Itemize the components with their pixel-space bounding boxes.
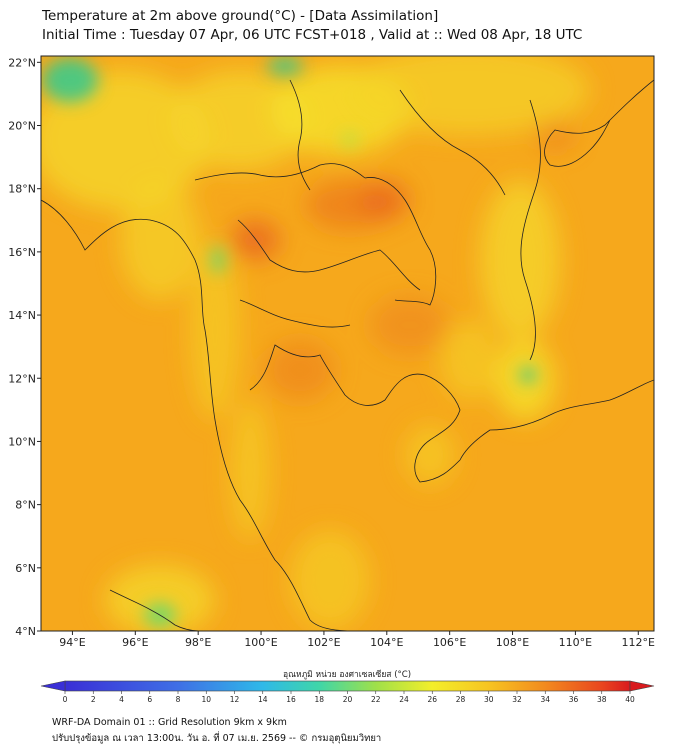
colorbar-tick-label: 18 — [314, 695, 324, 704]
colorbar-tick-label: 40 — [625, 695, 635, 704]
lat-tick-label: 6°N — [15, 562, 36, 575]
lon-tick-label: 112°E — [622, 636, 655, 649]
lat-tick-label: 18°N — [8, 183, 36, 196]
footer-model-info: WRF-DA Domain 01 :: Grid Resolution 9km … — [52, 717, 287, 728]
colorbar-tick-label: 10 — [201, 695, 211, 704]
colorbar-tick-label: 28 — [456, 695, 466, 704]
map-subtitle: Initial Time : Tuesday 07 Apr, 06 UTC FC… — [42, 27, 583, 43]
lon-tick-label: 96°E — [122, 636, 148, 649]
colorbar-tick-label: 12 — [230, 695, 240, 704]
lat-tick-label: 10°N — [8, 435, 36, 448]
colorbar-tick-label: 16 — [286, 695, 296, 704]
longitude-ticks: 94°E 96°E 98°E 100°E 102°E 104°E 106°E 108°E 110… — [59, 631, 655, 649]
lat-tick-label: 4°N — [15, 625, 36, 638]
colorbar-tick-label: 30 — [484, 695, 494, 704]
colorbar-tick-label: 4 — [119, 695, 124, 704]
lon-tick-label: 94°E — [59, 636, 85, 649]
colorbar-tick-label: 22 — [371, 695, 381, 704]
colorbar-tick-label: 32 — [512, 695, 522, 704]
lat-tick-label: 22°N — [8, 56, 36, 69]
lat-tick-label: 14°N — [8, 309, 36, 322]
colorbar-label: อุณหภูมิ หน่วย องศาเซลเซียส (°C) — [283, 669, 411, 680]
lat-tick-label: 20°N — [8, 120, 36, 133]
latitude-ticks: 22°N 20°N 18°N 16°N 14°N 12°N 10°N 8°N 6°N 4°N — [8, 56, 41, 638]
lon-tick-label: 100°E — [244, 636, 277, 649]
lon-tick-label: 108°E — [496, 636, 529, 649]
colorbar-tick-label: 0 — [63, 695, 68, 704]
colorbar-tick-label: 6 — [147, 695, 152, 704]
colorbar: 0 2 4 6 8 10 12 14 16 18 20 22 24 26 28 30 32 34 36 38 40 — [40, 680, 655, 704]
footer-update-info: ปรับปรุงข้อมูล ณ เวลา 13:00น. วัน อ. ที่… — [52, 733, 382, 744]
colorbar-min-arrow — [40, 680, 66, 692]
lon-tick-label: 98°E — [185, 636, 211, 649]
colorbar-tick-label: 34 — [540, 695, 550, 704]
colorbar-tick-label: 26 — [427, 695, 437, 704]
colorbar-tick-label: 20 — [343, 695, 353, 704]
colorbar-tick-label: 38 — [597, 695, 607, 704]
temperature-field — [41, 56, 654, 631]
lat-tick-label: 8°N — [15, 499, 36, 512]
colorbar-tick-label: 36 — [569, 695, 579, 704]
lon-tick-label: 110°E — [559, 636, 592, 649]
colorbar-tick-label: 24 — [399, 695, 409, 704]
colorbar-tick-label: 2 — [91, 695, 96, 704]
lon-tick-label: 106°E — [433, 636, 466, 649]
lat-tick-label: 12°N — [8, 372, 36, 385]
colorbar-tick-label: 14 — [258, 695, 268, 704]
map-frame — [40, 55, 655, 632]
lat-tick-label: 16°N — [8, 246, 36, 259]
colorbar-max-arrow — [629, 680, 655, 692]
colorbar-ticks: 0 2 4 6 8 10 12 14 16 18 20 22 24 26 28 30 32 34 36 38 40 — [63, 691, 635, 704]
lon-tick-label: 104°E — [370, 636, 403, 649]
lon-tick-label: 102°E — [307, 636, 340, 649]
map-title: Temperature at 2m above ground(°C) - [Da… — [42, 8, 439, 24]
colorbar-tick-label: 8 — [176, 695, 181, 704]
